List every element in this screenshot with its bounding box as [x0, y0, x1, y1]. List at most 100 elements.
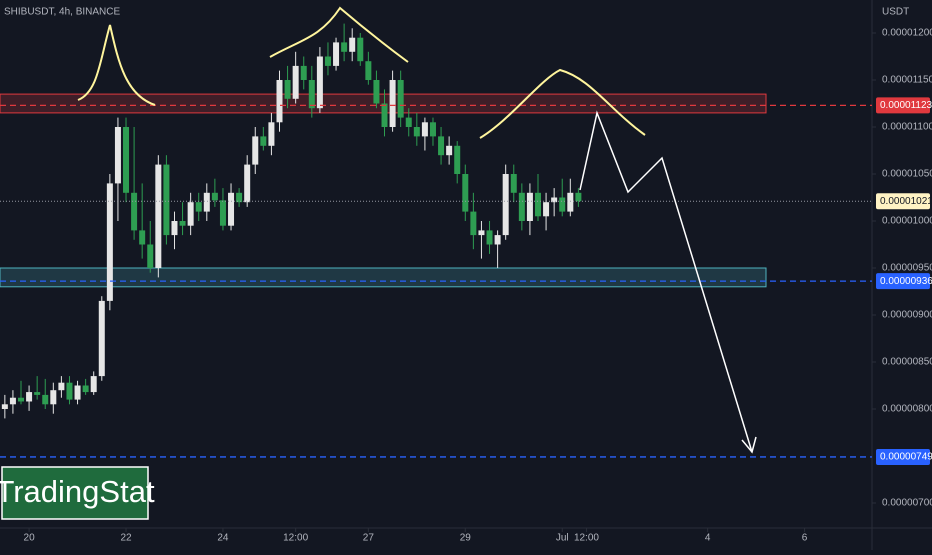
candle-body [34, 392, 41, 395]
candle-body [131, 192, 138, 231]
peak-curve [479, 68, 646, 139]
candle-body [389, 79, 396, 127]
candle-body [18, 397, 25, 402]
candle-body [260, 136, 267, 146]
candle-body [349, 37, 356, 52]
candle-body [163, 164, 170, 236]
candle-body [551, 197, 558, 203]
candle-body [300, 65, 307, 80]
candle-body [187, 202, 194, 226]
y-tick-label: 0.00000900 [882, 310, 932, 321]
candle-body [526, 192, 533, 221]
level-label: 0.00001123 [880, 100, 932, 111]
candle-body [534, 192, 541, 217]
candle-body [397, 79, 404, 118]
candle-body [244, 164, 251, 203]
candle-body [381, 103, 388, 127]
x-tick-label: 29 [460, 533, 472, 544]
last-price-label: 0.00001021 [880, 196, 932, 207]
candle-body [284, 79, 291, 99]
candle-body [252, 136, 259, 165]
candle-body [82, 385, 89, 393]
candle-body [333, 42, 340, 66]
y-tick-label: 0.00000700 [882, 498, 932, 509]
candle-body [219, 200, 226, 226]
candle-body [486, 230, 493, 245]
levels: 0.00001021 0.00001123 0.00000936 0.00000749 [0, 97, 932, 465]
candle-body [203, 192, 210, 212]
x-tick-label: 4 [705, 533, 711, 544]
candle-body [66, 382, 73, 400]
peak-curve [269, 6, 409, 63]
drawings [77, 6, 757, 454]
candle-body [421, 122, 428, 137]
candle-body [429, 122, 436, 137]
candle-body [308, 79, 315, 109]
candle-body [98, 300, 105, 377]
candle-body [74, 385, 81, 400]
level-box [876, 97, 930, 114]
candle-body [90, 376, 97, 393]
zone [0, 267, 767, 288]
y-tick-label: 0.00000800 [882, 404, 932, 415]
candle-body [462, 173, 469, 212]
x-tick-label: 22 [120, 533, 132, 544]
candle-body [575, 192, 582, 202]
candle-body [510, 173, 517, 193]
candle-body [276, 79, 283, 123]
peak-curve [77, 24, 156, 106]
candle-body [365, 61, 372, 80]
level-box [876, 273, 930, 290]
x-tick-label: 6 [802, 533, 808, 544]
x-tick-label: 24 [217, 533, 229, 544]
candle-body [179, 220, 186, 226]
candle-body [502, 173, 509, 236]
candle-body [211, 192, 218, 201]
candles [1, 23, 582, 419]
x-tick-label: 27 [363, 533, 375, 544]
candle-body [567, 192, 574, 212]
chart-title: SHIBUSDT, 4h, BINANCE [4, 7, 120, 18]
candle-body [454, 145, 461, 174]
candle-body [147, 244, 154, 268]
candle-body [123, 126, 130, 193]
candle-body [42, 394, 49, 405]
watermark: TradingStat [0, 474, 155, 509]
y-tick-label: 0.00001000 [882, 216, 932, 227]
candle-body [405, 117, 412, 127]
candle-body [268, 122, 275, 146]
candle-body [446, 145, 453, 156]
x-tick-label: 20 [24, 533, 36, 544]
candle-body [236, 192, 243, 203]
projection-path [579, 110, 753, 453]
y-tick-label: 0.00000950 [882, 263, 932, 274]
y-tick-label: 0.00001100 [882, 122, 932, 133]
candle-body [228, 192, 235, 226]
candle-body [139, 230, 146, 245]
candle-body [292, 65, 299, 99]
candle-body [1, 404, 8, 410]
last-price-box [876, 193, 930, 210]
candle-body [324, 56, 331, 66]
candle-body [478, 230, 485, 236]
y-tick-label: 0.00001150 [882, 75, 932, 86]
candle-body [155, 164, 162, 268]
x-tick-label: 12:00 [283, 533, 308, 544]
candle-body [114, 126, 121, 184]
candle-body [494, 235, 501, 245]
candle-body [413, 126, 420, 137]
candle-body [195, 202, 202, 212]
y-tick-label: 0.00001050 [882, 169, 932, 180]
level-label: 0.00000936 [880, 276, 932, 287]
level-label: 0.00000749 [880, 452, 932, 463]
x-tick-label: 12:00 [574, 533, 599, 544]
candle-body [373, 79, 380, 104]
candle-body [518, 192, 525, 221]
candle-body [26, 392, 33, 402]
candle-body [58, 382, 65, 391]
candle-body [559, 197, 566, 212]
candle-body [543, 202, 550, 217]
arrow-head [741, 436, 757, 454]
